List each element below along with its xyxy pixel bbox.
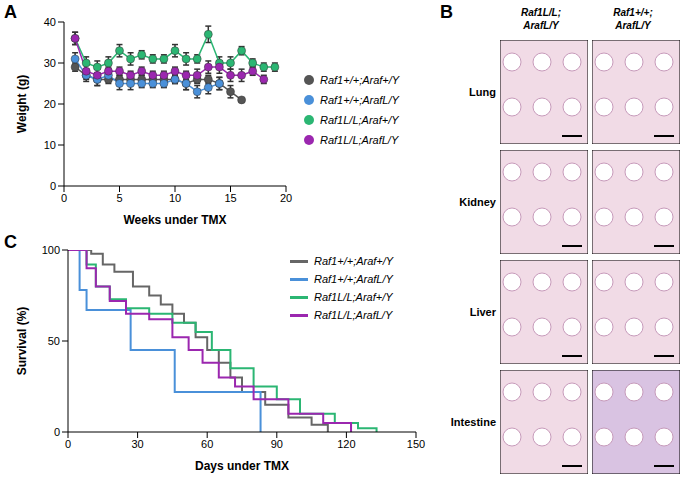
svg-text:Days under TMX: Days under TMX	[195, 459, 289, 473]
svg-text:100: 100	[42, 244, 60, 256]
html-text:Raf1L/L;ArafL/Y: Raf1L/L;ArafL/Y	[314, 309, 393, 321]
svg-text:0: 0	[65, 438, 71, 450]
svg-text:Weeks under TMX: Weeks under TMX	[123, 213, 226, 227]
html-text:A: A	[4, 2, 17, 22]
svg-text:40: 40	[44, 16, 56, 28]
svg-text:120: 120	[337, 438, 355, 450]
html-text:Raf1+/+;Araf+/Y: Raf1+/+;Araf+/Y	[320, 74, 400, 86]
svg-text:Weight (g): Weight (g)	[15, 75, 29, 133]
svg-text:90: 90	[271, 438, 283, 450]
svg-text:30: 30	[131, 438, 143, 450]
html-text:C: C	[4, 232, 17, 252]
svg-text:30: 30	[44, 57, 56, 69]
html-text:Raf1+/+;: Raf1+/+;	[613, 7, 653, 18]
html-text:Kidney: Kidney	[459, 196, 496, 208]
html-text:Raf1+/+;ArafL/Y: Raf1+/+;ArafL/Y	[320, 94, 399, 106]
html-text:Raf1+/+;ArafL/Y: Raf1+/+;ArafL/Y	[314, 273, 393, 285]
html-text:Raf1L/L;ArafL/Y: Raf1L/L;ArafL/Y	[320, 134, 399, 146]
svg-text:15: 15	[224, 192, 236, 204]
svg-text:10: 10	[169, 192, 181, 204]
svg-text:10: 10	[44, 139, 56, 151]
html-text:Lung: Lung	[469, 86, 496, 98]
svg-text:5: 5	[116, 192, 122, 204]
html-text:B: B	[440, 2, 453, 22]
html-text:Raf1+/+;Araf+/Y: Raf1+/+;Araf+/Y	[314, 255, 394, 267]
html-text:Intestine: Intestine	[450, 416, 496, 428]
svg-text:60: 60	[201, 438, 213, 450]
html-text:Raf1L/L;: Raf1L/L;	[521, 7, 561, 18]
html-text:Raf1L/L;Araf+/Y: Raf1L/L;Araf+/Y	[320, 114, 399, 126]
svg-text:50: 50	[48, 335, 60, 347]
svg-text:Survival (%): Survival (%)	[15, 307, 29, 376]
html-text:Raf1L/L;Araf+/Y: Raf1L/L;Araf+/Y	[314, 291, 393, 303]
html-text:Liver: Liver	[469, 306, 496, 318]
svg-text:150: 150	[407, 438, 425, 450]
svg-text:0: 0	[61, 192, 67, 204]
svg-text:20: 20	[280, 192, 292, 204]
svg-text:20: 20	[44, 98, 56, 110]
html-text:ArafL/Y: ArafL/Y	[523, 20, 559, 31]
html-text:ArafL/Y: ArafL/Y	[615, 20, 651, 31]
svg-text:0: 0	[50, 180, 56, 192]
svg-text:0: 0	[54, 426, 60, 438]
